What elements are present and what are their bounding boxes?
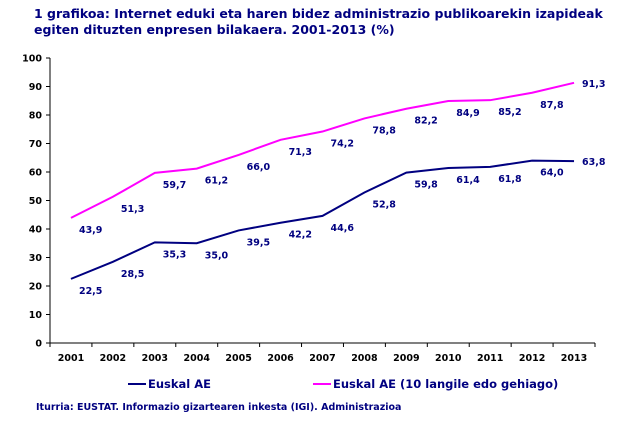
y-tick-label: 20 — [29, 282, 43, 293]
data-label: 61,2 — [205, 176, 228, 187]
x-tick-label: 2010 — [435, 353, 462, 364]
legend-label: Euskal AE — [148, 377, 211, 391]
x-tick-label: 2013 — [561, 353, 587, 364]
data-label: 39,5 — [247, 237, 270, 248]
data-label: 28,5 — [121, 269, 144, 280]
data-label: 42,2 — [289, 230, 312, 241]
data-label: 74,2 — [331, 139, 354, 150]
y-tick-label: 60 — [29, 168, 43, 179]
x-tick-label: 2008 — [351, 353, 378, 364]
data-label: 51,3 — [121, 204, 144, 215]
data-label: 52,8 — [372, 200, 396, 211]
source-note: Iturria: EUSTAT. Informazio gizartearen … — [36, 402, 402, 413]
x-tick-label: 2003 — [142, 353, 168, 364]
data-label: 43,9 — [79, 225, 102, 236]
data-label: 82,2 — [414, 116, 437, 127]
data-label: 66,0 — [247, 162, 271, 173]
x-tick-label: 2001 — [58, 353, 84, 364]
y-tick-label: 100 — [22, 54, 42, 65]
x-tick-label: 2011 — [477, 353, 503, 364]
data-label: 64,0 — [540, 168, 564, 179]
data-label: 61,4 — [456, 175, 480, 186]
y-tick-label: 80 — [29, 111, 43, 122]
data-label: 84,9 — [456, 108, 479, 119]
data-label: 35,3 — [163, 249, 186, 260]
data-label: 87,8 — [540, 100, 564, 111]
y-tick-label: 70 — [29, 139, 43, 150]
y-tick-label: 90 — [29, 82, 43, 93]
y-tick-label: 50 — [29, 196, 43, 207]
data-label: 44,6 — [331, 223, 355, 234]
chart-title: 1 grafikoa: Internet eduki eta haren bid… — [34, 6, 603, 37]
x-tick-label: 2009 — [393, 353, 419, 364]
data-label: 78,8 — [372, 125, 396, 136]
data-label: 71,3 — [289, 147, 312, 158]
x-tick-label: 2002 — [100, 353, 126, 364]
y-tick-label: 10 — [29, 310, 43, 321]
x-tick-label: 2005 — [225, 353, 251, 364]
y-tick-label: 30 — [29, 253, 43, 264]
data-label: 59,8 — [414, 180, 438, 191]
series-line-2 — [70, 81, 575, 219]
x-tick-label: 2004 — [184, 353, 211, 364]
data-label: 22,5 — [79, 286, 102, 297]
x-tick-label: 2007 — [309, 353, 335, 364]
data-label: 85,2 — [498, 107, 521, 118]
data-label: 59,7 — [163, 180, 186, 191]
legend-label: Euskal AE (10 langile edo gehiago) — [333, 377, 558, 391]
x-tick-label: 2012 — [519, 353, 545, 364]
data-label: 63,8 — [582, 157, 606, 168]
data-label: 91,3 — [582, 79, 605, 90]
x-tick-label: 2006 — [267, 353, 294, 364]
y-tick-label: 0 — [35, 339, 42, 350]
data-label: 35,0 — [205, 250, 229, 261]
series-line-1 — [70, 159, 575, 280]
y-tick-label: 40 — [29, 225, 43, 236]
data-label: 61,8 — [498, 174, 522, 185]
